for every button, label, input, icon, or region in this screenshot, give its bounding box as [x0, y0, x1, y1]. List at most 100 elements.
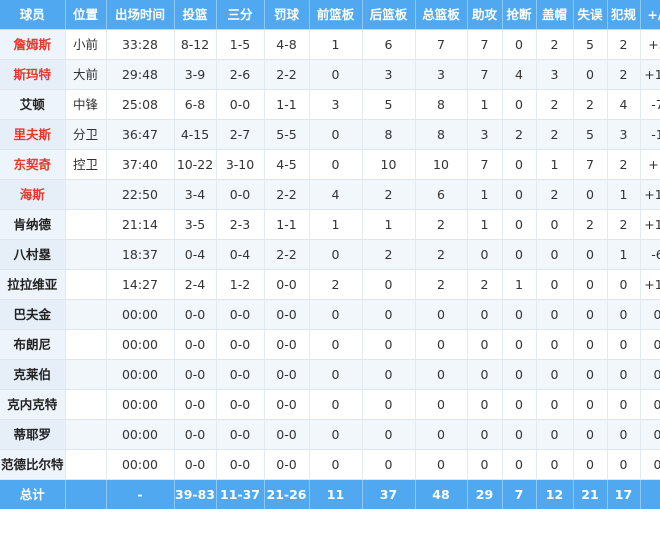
cell-fieldgoals: 4-15 — [174, 119, 217, 150]
cell-plusminus: -6 — [640, 239, 660, 270]
cell-minutes: 36:47 — [106, 119, 175, 150]
cell-player-name[interactable]: 范德比尔特 — [0, 449, 66, 480]
cell-position — [65, 209, 107, 240]
cell-steals: 4 — [502, 59, 537, 90]
cell-player-name[interactable]: 詹姆斯 — [0, 29, 66, 60]
column-header-assists[interactable]: 助攻 — [467, 0, 503, 30]
column-header-total-rebounds[interactable]: 总篮板 — [415, 0, 468, 30]
cell-minutes: 00:00 — [106, 449, 175, 480]
cell-blocks: 0 — [536, 329, 574, 360]
cell-player-name[interactable]: 布朗尼 — [0, 329, 66, 360]
cell-fieldgoals: 0-0 — [174, 329, 217, 360]
cell-turnovers: 0 — [573, 329, 608, 360]
cell-player-name[interactable]: 克莱伯 — [0, 359, 66, 390]
cell-offensive-rebounds: 1 — [309, 209, 363, 240]
cell-player-name[interactable]: 拉拉维亚 — [0, 269, 66, 300]
cell-offensive-rebounds: 4 — [309, 179, 363, 210]
cell-blocks: 2 — [536, 29, 574, 60]
column-header-fouls[interactable]: 犯规 — [607, 0, 641, 30]
cell-player-name[interactable]: 东契奇 — [0, 149, 66, 180]
cell-assists: 1 — [467, 209, 503, 240]
cell-blocks: 0 — [536, 209, 574, 240]
cell-freethrows: 0-0 — [264, 329, 310, 360]
cell-defensive-rebounds: 0 — [362, 299, 416, 330]
cell-threepointers: 0-0 — [216, 449, 265, 480]
total-total-rebounds: 48 — [415, 479, 468, 509]
cell-player-name[interactable]: 艾顿 — [0, 89, 66, 120]
cell-assists: 7 — [467, 149, 503, 180]
column-header-blocks[interactable]: 盖帽 — [536, 0, 574, 30]
cell-player-name[interactable]: 克内克特 — [0, 389, 66, 420]
cell-blocks: 3 — [536, 59, 574, 90]
cell-total-rebounds: 8 — [415, 119, 468, 150]
cell-player-name[interactable]: 海斯 — [0, 179, 66, 210]
cell-threepointers: 3-10 — [216, 149, 265, 180]
column-header-offensive-rebounds[interactable]: 前篮板 — [309, 0, 363, 30]
cell-offensive-rebounds: 0 — [309, 419, 363, 450]
cell-threepointers: 0-0 — [216, 359, 265, 390]
cell-turnovers: 5 — [573, 119, 608, 150]
cell-turnovers: 0 — [573, 269, 608, 300]
cell-player-name[interactable]: 里夫斯 — [0, 119, 66, 150]
cell-player-name[interactable]: 肯纳德 — [0, 209, 66, 240]
cell-turnovers: 0 — [573, 449, 608, 480]
cell-plusminus: 0 — [640, 389, 660, 420]
column-header-plusminus[interactable]: +/- — [640, 0, 660, 30]
cell-plusminus: 0 — [640, 449, 660, 480]
column-header-defensive-rebounds[interactable]: 后篮板 — [362, 0, 416, 30]
column-header-steals[interactable]: 抢断 — [502, 0, 537, 30]
cell-threepointers: 0-0 — [216, 389, 265, 420]
column-header-turnovers[interactable]: 失误 — [573, 0, 608, 30]
cell-steals: 1 — [502, 269, 537, 300]
column-header-threepointers[interactable]: 三分 — [216, 0, 265, 30]
cell-assists: 3 — [467, 119, 503, 150]
cell-defensive-rebounds: 2 — [362, 179, 416, 210]
cell-player-name[interactable]: 蒂耶罗 — [0, 419, 66, 450]
column-header-fieldgoals[interactable]: 投篮 — [174, 0, 217, 30]
cell-player-name[interactable]: 八村塁 — [0, 239, 66, 270]
cell-fouls: 1 — [607, 239, 641, 270]
cell-position — [65, 359, 107, 390]
cell-fieldgoals: 3-9 — [174, 59, 217, 90]
cell-defensive-rebounds: 0 — [362, 419, 416, 450]
cell-fieldgoals: 6-8 — [174, 89, 217, 120]
cell-player-name[interactable]: 斯玛特 — [0, 59, 66, 90]
column-header-player[interactable]: 球员 — [0, 0, 66, 30]
cell-fieldgoals: 10-22 — [174, 149, 217, 180]
cell-blocks: 0 — [536, 269, 574, 300]
cell-plusminus: +13 — [640, 59, 660, 90]
cell-threepointers: 0-0 — [216, 299, 265, 330]
cell-player-name[interactable]: 巴夫金 — [0, 299, 66, 330]
cell-assists: 0 — [467, 449, 503, 480]
cell-freethrows: 2-2 — [264, 179, 310, 210]
cell-defensive-rebounds: 1 — [362, 209, 416, 240]
column-header-freethrows[interactable]: 罚球 — [264, 0, 310, 30]
cell-fouls: 3 — [607, 119, 641, 150]
cell-offensive-rebounds: 0 — [309, 119, 363, 150]
cell-fieldgoals: 0-0 — [174, 299, 217, 330]
cell-position: 控卫 — [65, 149, 107, 180]
cell-minutes: 00:00 — [106, 419, 175, 450]
column-header-minutes[interactable]: 出场时间 — [106, 0, 175, 30]
column-header-position[interactable]: 位置 — [65, 0, 107, 30]
cell-fieldgoals: 8-12 — [174, 29, 217, 60]
cell-defensive-rebounds: 0 — [362, 449, 416, 480]
cell-threepointers: 0-4 — [216, 239, 265, 270]
cell-fouls: 0 — [607, 419, 641, 450]
boxscore-table: 球员 位置 出场时间 投篮 三分 罚球 前篮板 后篮板 总篮板 助攻 抢断 盖帽… — [0, 0, 660, 509]
